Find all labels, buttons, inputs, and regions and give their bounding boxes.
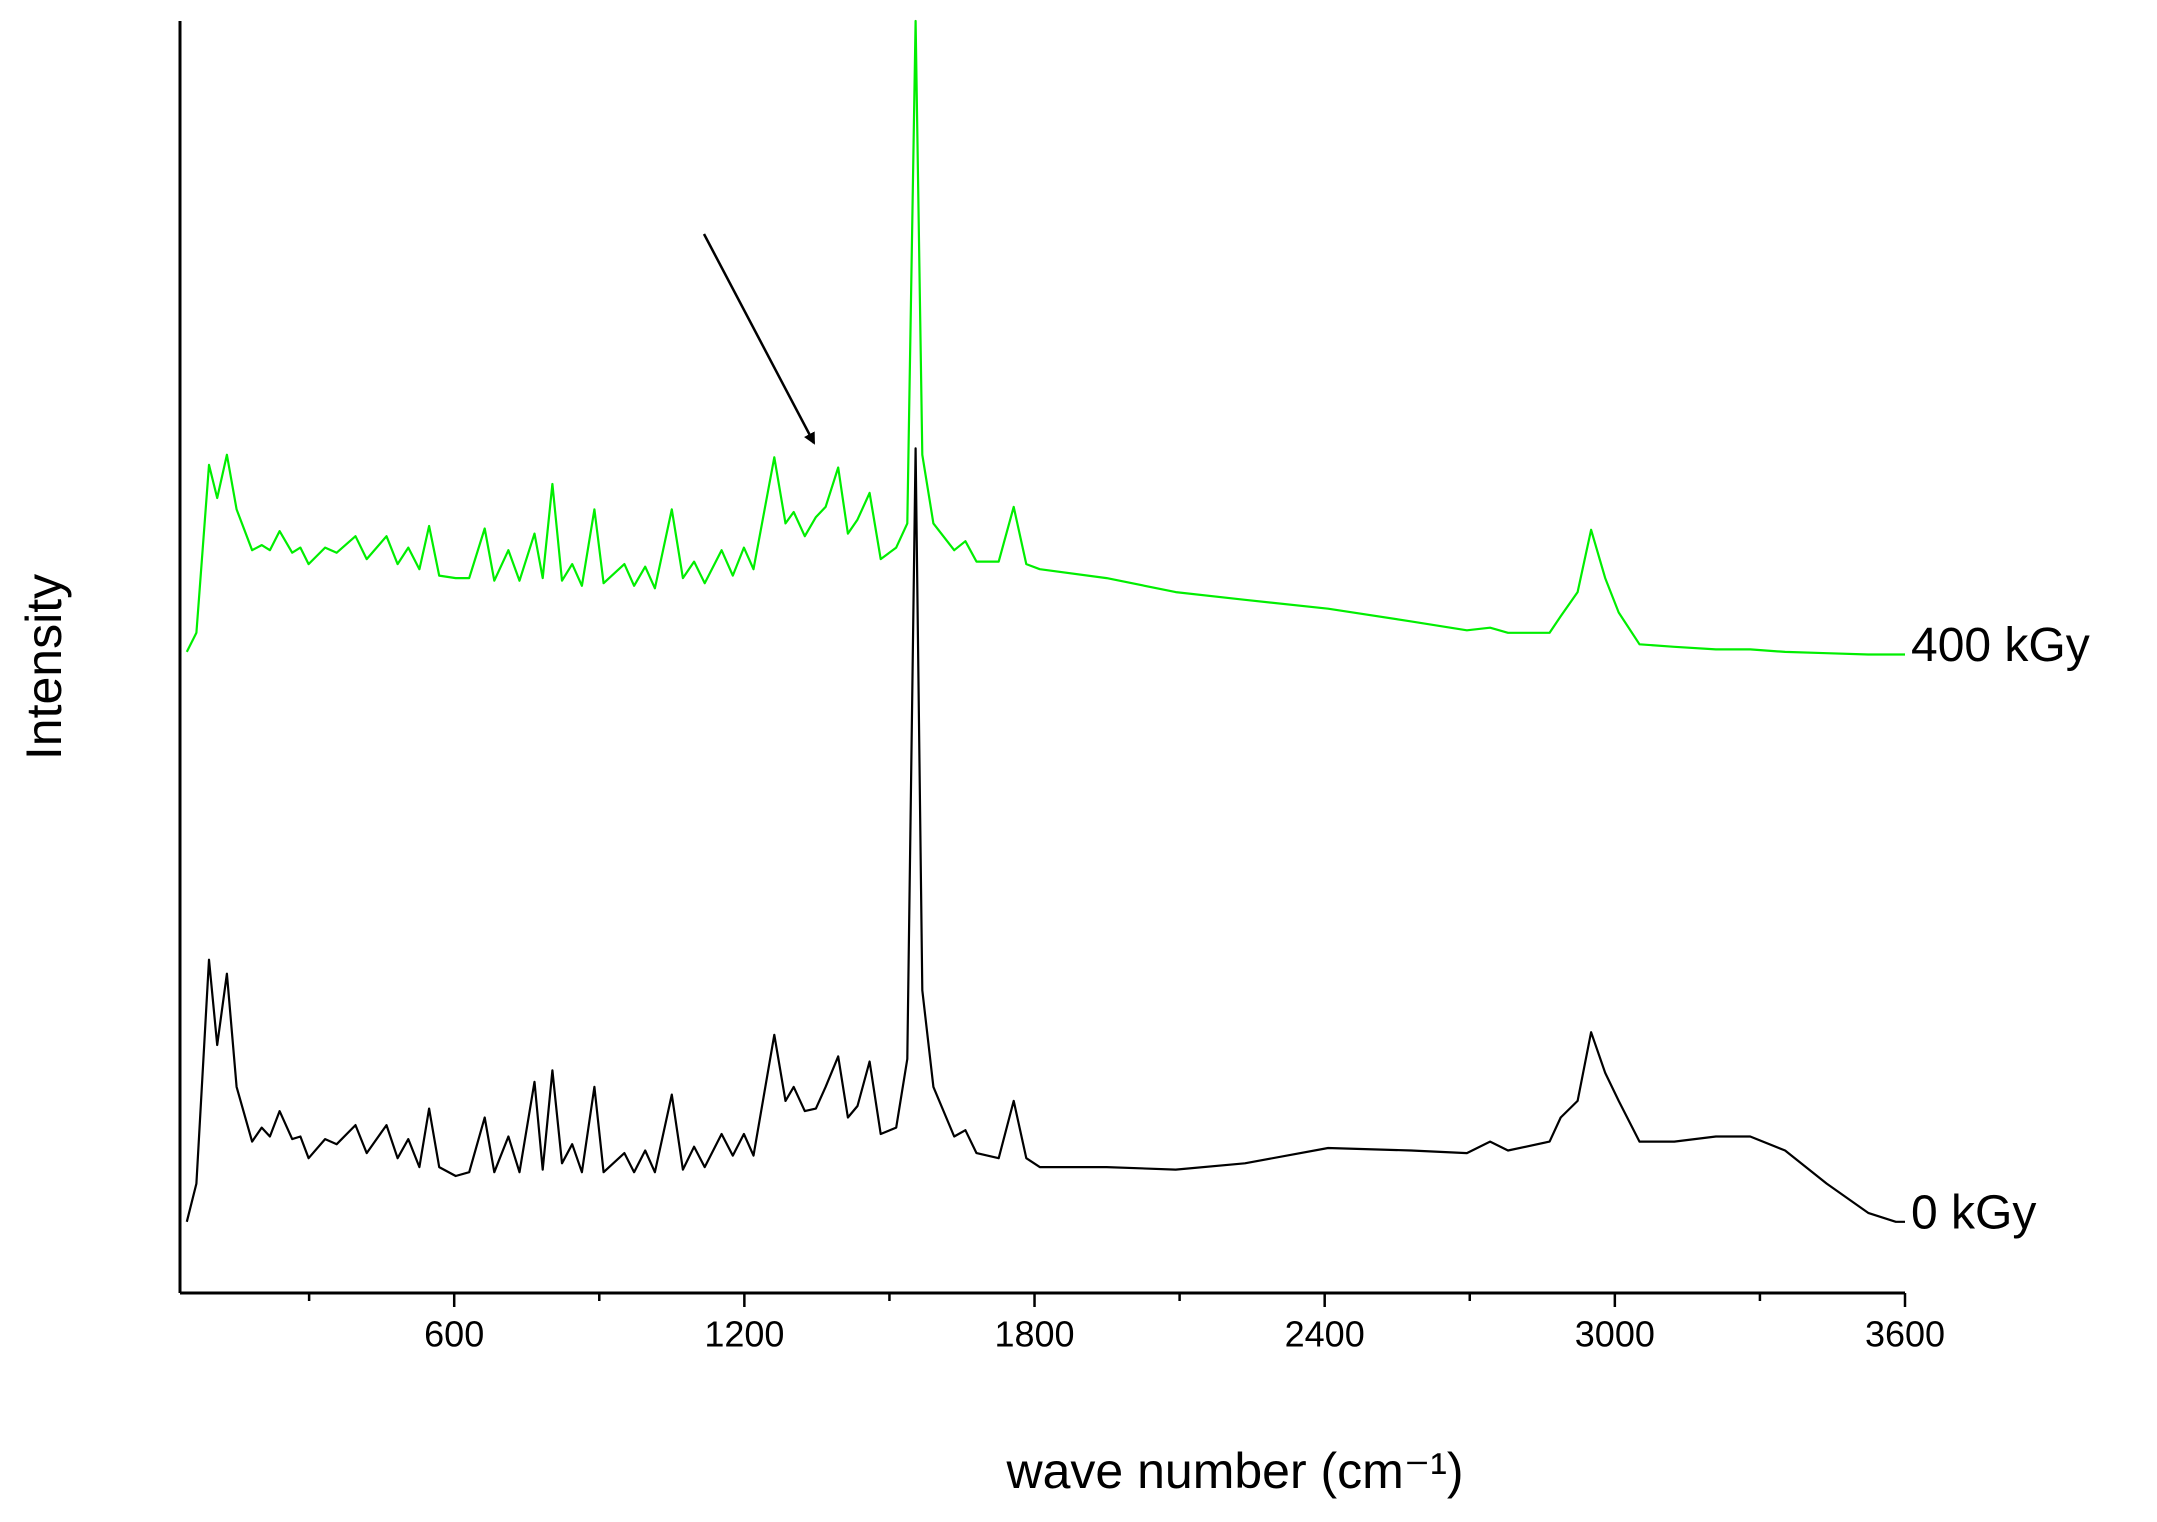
x-tick-label: 3000 <box>1575 1314 1655 1355</box>
data-line <box>185 447 1905 1223</box>
x-tick-label: 600 <box>424 1314 484 1355</box>
x-axis-title: wave number (cm⁻¹) <box>1005 1443 1463 1499</box>
annotation-arrow <box>702 233 816 445</box>
x-tick-label: 3600 <box>1865 1314 1945 1355</box>
x-tick-label: 1200 <box>704 1314 784 1355</box>
data-line <box>185 19 1905 656</box>
x-tick-label: 2400 <box>1285 1314 1365 1355</box>
series-label: 400 kGy <box>1911 619 2090 672</box>
x-tick-label: 1800 <box>994 1314 1074 1355</box>
series-label: 0 kGy <box>1911 1186 2036 1239</box>
y-axis-title: Intensity <box>16 574 72 760</box>
